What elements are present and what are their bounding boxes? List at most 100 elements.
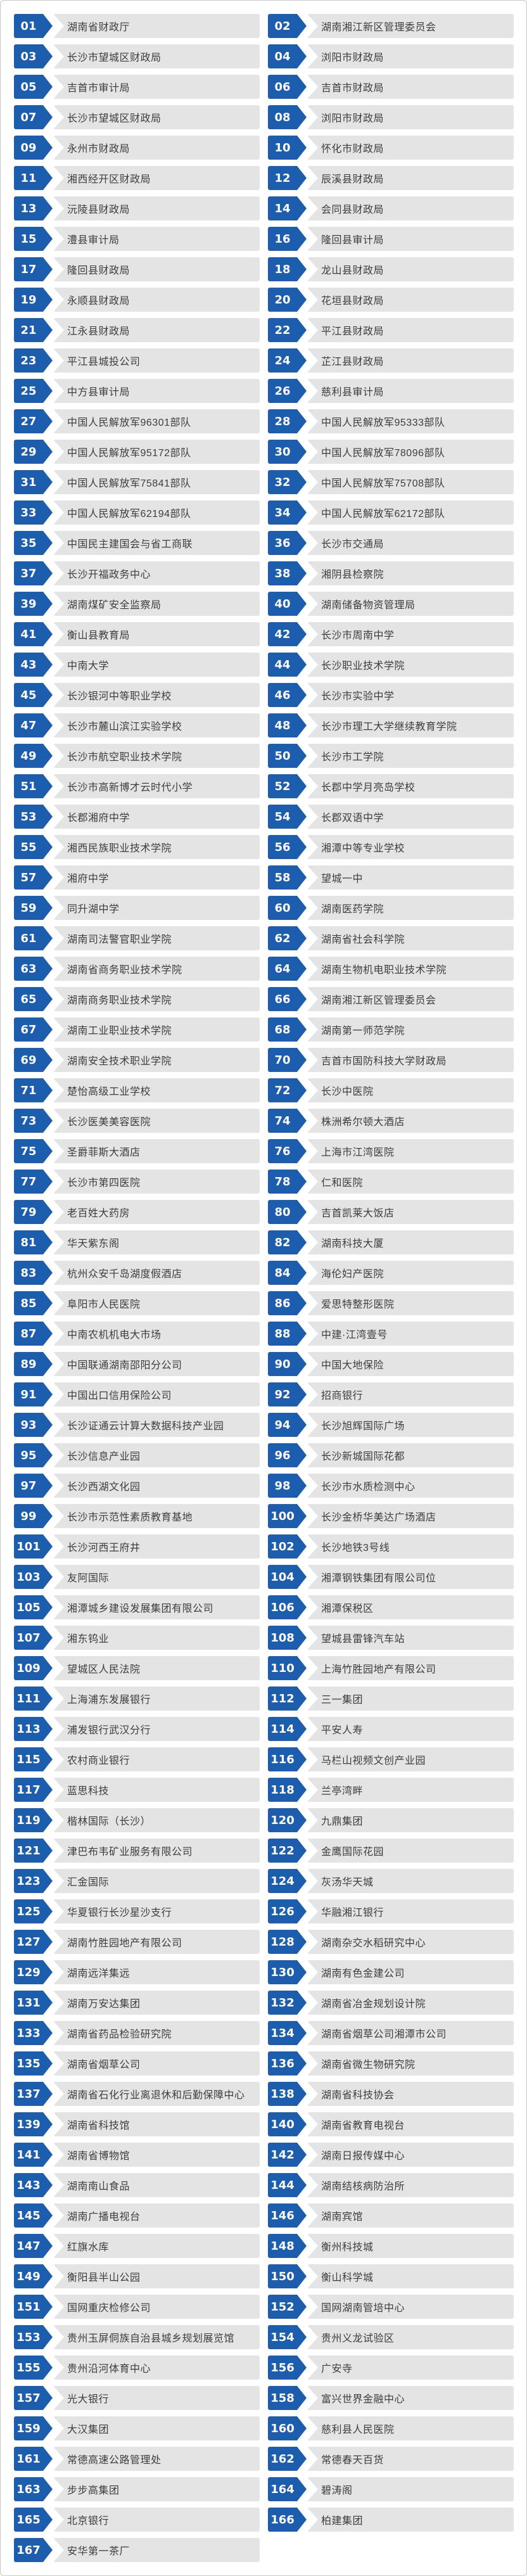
item-number-badge: 104 [268,1565,307,1589]
item-bar: 步步高集团 [53,2477,260,2501]
item-number: 158 [270,2391,295,2405]
item-bar: 湖南省微生物研究院 [307,2051,514,2075]
list-item: 119 楷林国际（长沙） [14,1808,260,1832]
list-item: 46 长沙市实验中学 [268,683,514,707]
item-number-badge: 110 [268,1656,307,1680]
item-number: 82 [274,1235,291,1249]
list-item: 21 江永县财政局 [14,318,260,342]
item-number: 131 [16,1996,41,2010]
item-number-badge: 11 [14,166,53,190]
list-item: 20 花垣县财政局 [268,288,514,312]
item-number-badge: 73 [14,1109,53,1133]
item-bar: 湖南司法警官职业学院 [53,926,260,950]
list-item: 104 湘潭钢铁集团有限公司位 [268,1565,514,1589]
list-item: 151 国网重庆检修公司 [14,2295,260,2319]
item-number-badge: 156 [268,2356,307,2380]
item-number-badge: 88 [268,1322,307,1346]
item-number: 05 [20,80,37,94]
item-number: 116 [270,1752,295,1766]
list-item: 37 长沙开福政务中心 [14,561,260,585]
item-bar: 湖南省科技协会 [307,2082,514,2106]
list-item: 148 衡州科技城 [268,2234,514,2258]
item-number: 81 [20,1235,37,1249]
item-number: 157 [16,2391,41,2405]
item-label: 贵州玉屏侗族自治县城乡规划展览馆 [67,2333,235,2344]
item-bar: 湖南省石化行业离退休和后勤保障中心 [53,2082,260,2106]
item-number-badge: 151 [14,2295,53,2319]
item-number-badge: 68 [268,1017,307,1042]
item-label: 吉首市国防科技大学财政局 [321,1056,447,1067]
list-item: 133 湖南省药品检验研究院 [14,2021,260,2045]
item-bar: 湖南商务职业技术学院 [53,987,260,1011]
item-bar: 友阿国际 [53,1565,260,1589]
item-number-badge: 13 [14,196,53,220]
item-bar: 长沙中医院 [307,1078,514,1102]
list-item: 48 长沙市理工大学继续教育学院 [268,713,514,737]
item-label: 长沙医美美容医院 [67,1117,151,1128]
item-label: 中建·江湾壹号 [321,1330,388,1341]
item-bar: 中方县审计局 [53,379,260,403]
item-bar: 常德春天百货 [307,2447,514,2471]
item-number: 143 [16,2178,41,2192]
item-label: 慈利县审计局 [321,387,384,398]
item-label: 杭州众安千岛湖度假酒店 [67,1269,182,1280]
item-number-badge: 65 [14,987,53,1011]
item-number-badge: 112 [268,1687,307,1711]
item-label: 楷林国际（长沙） [67,1816,151,1827]
item-label: 中国人民解放军95172部队 [67,448,191,459]
item-bar: 长沙市工学院 [307,744,514,768]
item-number-badge: 135 [14,2051,53,2075]
list-item: 144 湖南结核病防治所 [268,2173,514,2197]
list-item: 122 金鹰国际花园 [268,1839,514,1863]
item-number-badge: 106 [268,1595,307,1619]
item-number: 123 [16,1874,41,1888]
item-number: 50 [274,749,291,763]
item-label: 湖南医药学院 [321,904,384,915]
item-number-badge: 56 [268,835,307,859]
item-bar: 杭州众安千岛湖度假酒店 [53,1261,260,1285]
list-item: 44 长沙职业技术学院 [268,653,514,677]
item-bar: 长郡中学月亮岛学校 [307,774,514,798]
item-label: 柏建集团 [321,2516,364,2527]
item-bar: 安华第一茶厂 [53,2538,260,2562]
item-bar: 沅陵县财政局 [53,196,260,220]
list-item: 36 长沙市交通局 [268,531,514,555]
list-item: 22 平江县财政局 [268,318,514,342]
item-number-badge: 03 [14,44,53,68]
item-number-badge: 132 [268,1991,307,2015]
list-item: 165 北京银行 [14,2508,260,2532]
item-label: 金鹰国际花园 [321,1847,384,1858]
item-number-badge: 103 [14,1565,53,1589]
list-item: 134 湖南省烟草公司湘潭市公司 [268,2021,514,2045]
item-number-badge: 40 [268,592,307,616]
list-item: 97 长沙西湖文化园 [14,1474,260,1498]
item-number-badge: 93 [14,1413,53,1437]
item-bar: 湖南省教育电视台 [307,2112,514,2136]
item-label: 湖南科技大厦 [321,1239,384,1249]
list-item: 107 湘东钨业 [14,1626,260,1650]
item-number: 86 [274,1296,291,1310]
item-number: 95 [20,1448,37,1462]
item-label: 浦发银行武汉分行 [67,1725,151,1736]
item-number-badge: 138 [268,2082,307,2106]
list-item: 146 湖南宾馆 [268,2203,514,2228]
item-number: 107 [16,1631,41,1645]
item-bar: 衡州科技城 [307,2234,514,2258]
list-item: 113 浦发银行武汉分行 [14,1717,260,1741]
item-bar: 华天紫东阁 [53,1230,260,1254]
item-number: 04 [274,49,291,63]
item-bar: 红旗水库 [53,2234,260,2258]
list-item: 139 湖南省科技馆 [14,2112,260,2136]
list-item: 140 湖南省教育电视台 [268,2112,514,2136]
item-number: 108 [270,1631,295,1645]
item-number: 34 [274,506,291,520]
item-number-badge: 14 [268,196,307,220]
item-label: 安华第一茶厂 [67,2546,130,2557]
list-item: 111 上海浦东发展银行 [14,1687,260,1711]
item-number: 17 [20,262,37,276]
item-label: 芷江县财政局 [321,357,384,367]
item-number: 23 [20,354,37,367]
item-number: 52 [274,779,291,793]
list-item: 128 湖南杂交水稻研究中心 [268,1930,514,1954]
item-number-badge: 120 [268,1808,307,1832]
